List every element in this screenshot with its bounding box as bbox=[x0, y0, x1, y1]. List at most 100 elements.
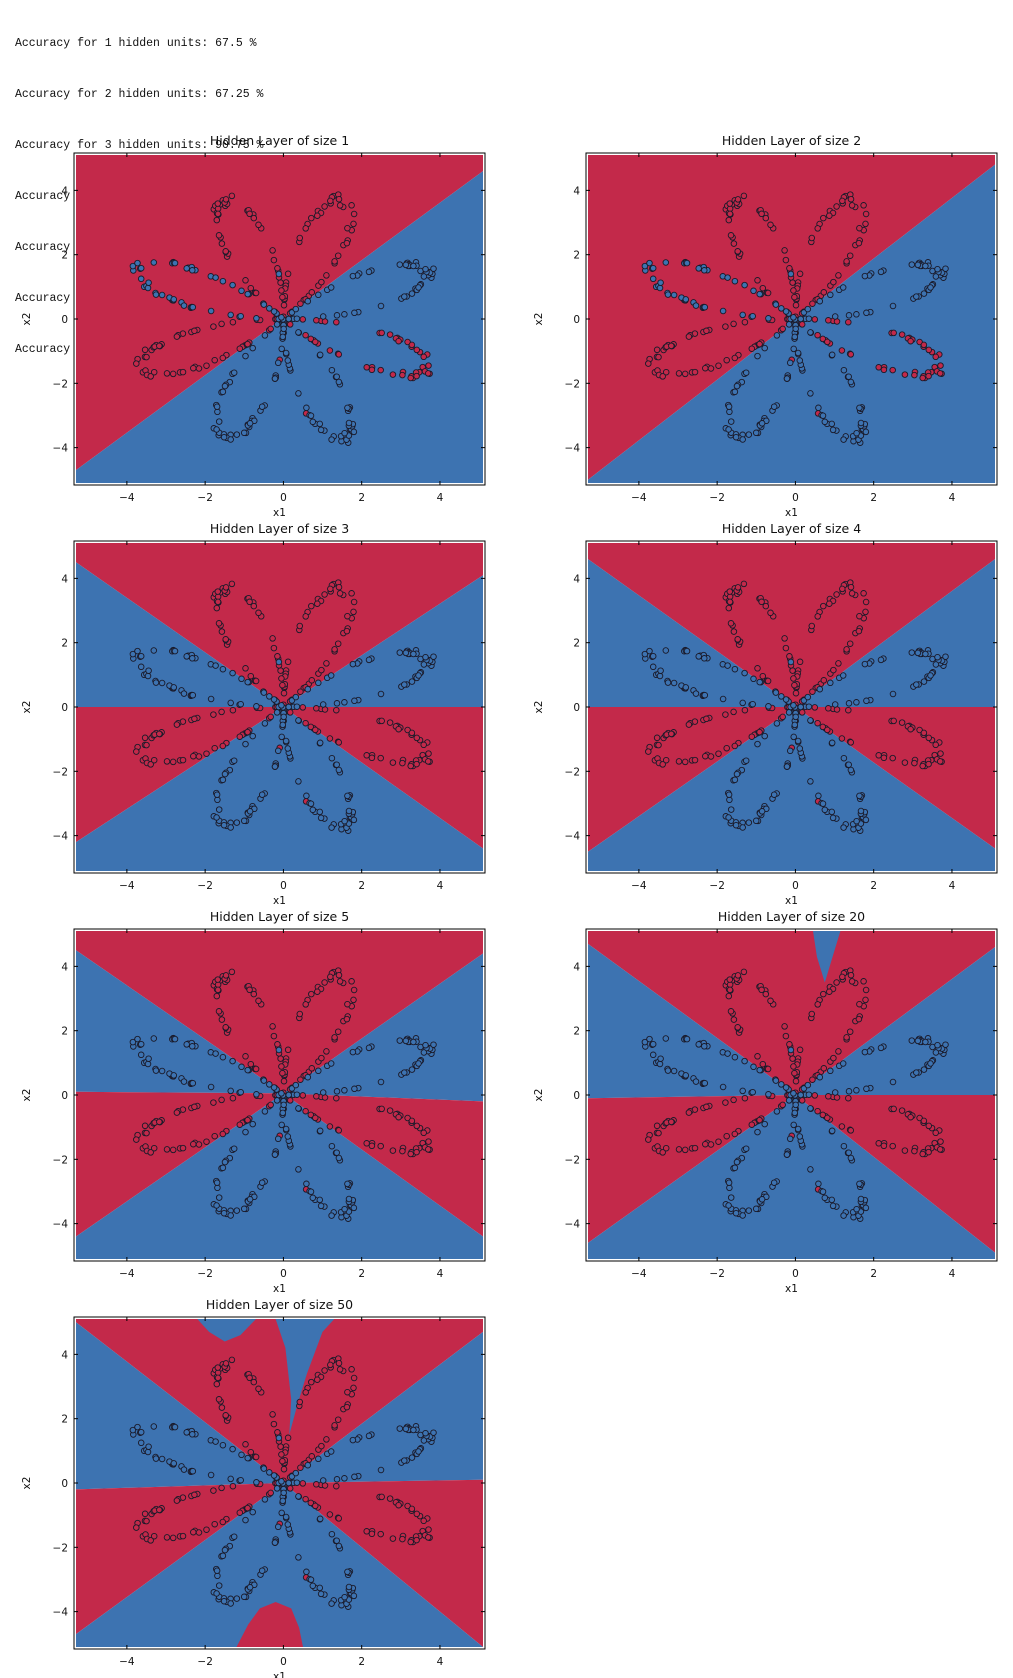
data-point bbox=[701, 1079, 709, 1087]
data-point bbox=[819, 1188, 827, 1195]
data-point bbox=[845, 700, 853, 707]
data-point bbox=[726, 598, 734, 606]
data-point bbox=[327, 973, 334, 981]
data-point bbox=[920, 1066, 928, 1073]
data-point bbox=[934, 653, 941, 661]
y-tick-label: −4 bbox=[565, 443, 581, 455]
data-point bbox=[413, 346, 421, 354]
data-point bbox=[847, 739, 855, 746]
data-point bbox=[749, 700, 756, 708]
data-point bbox=[415, 284, 422, 291]
data-point bbox=[303, 1568, 310, 1576]
data-point bbox=[925, 1148, 932, 1156]
data-point bbox=[295, 1105, 302, 1112]
data-point bbox=[134, 647, 141, 655]
data-point bbox=[408, 1505, 416, 1513]
data-point bbox=[171, 1423, 179, 1431]
data-point bbox=[343, 239, 351, 247]
y-tick-label: −2 bbox=[53, 1542, 68, 1554]
data-point bbox=[761, 344, 768, 352]
data-point bbox=[804, 305, 812, 313]
y-tick-label: 4 bbox=[573, 961, 580, 973]
data-point bbox=[203, 1526, 210, 1533]
data-point bbox=[147, 1149, 154, 1156]
data-point bbox=[936, 1146, 944, 1153]
data-point bbox=[695, 653, 702, 660]
data-point bbox=[821, 806, 829, 814]
data-point bbox=[719, 307, 727, 315]
data-point bbox=[150, 368, 158, 376]
data-point bbox=[314, 212, 321, 219]
data-point bbox=[758, 420, 766, 427]
data-point bbox=[890, 717, 897, 725]
data-point bbox=[335, 1127, 343, 1134]
data-point bbox=[862, 816, 870, 824]
data-point bbox=[309, 1194, 317, 1202]
data-point bbox=[727, 232, 735, 239]
data-point bbox=[715, 750, 722, 757]
data-point bbox=[349, 660, 357, 668]
data-point bbox=[252, 289, 260, 297]
data-point bbox=[410, 650, 417, 658]
y-tick-label: −4 bbox=[53, 831, 69, 843]
data-point bbox=[171, 647, 179, 655]
data-point bbox=[389, 1535, 397, 1542]
data-points bbox=[641, 579, 949, 834]
data-point bbox=[278, 1478, 285, 1485]
data-point bbox=[792, 689, 800, 697]
data-point bbox=[144, 1060, 152, 1068]
data-point bbox=[312, 726, 319, 734]
data-point bbox=[266, 693, 273, 700]
data-point bbox=[195, 1141, 203, 1148]
data-point bbox=[279, 293, 286, 301]
data-point bbox=[845, 1088, 853, 1095]
data-point bbox=[750, 675, 757, 683]
data-point bbox=[169, 1534, 177, 1542]
data-point bbox=[255, 1385, 262, 1393]
data-point bbox=[830, 666, 837, 674]
y-tick-label: 0 bbox=[573, 1090, 580, 1102]
data-point bbox=[326, 1511, 334, 1518]
data-point bbox=[133, 1524, 140, 1531]
data-point bbox=[646, 647, 653, 655]
data-point bbox=[237, 1088, 244, 1096]
data-point bbox=[315, 291, 322, 299]
data-point bbox=[794, 349, 802, 357]
data-point bbox=[726, 588, 734, 595]
data-point bbox=[725, 791, 733, 798]
data-point bbox=[808, 1010, 816, 1018]
data-point bbox=[662, 756, 670, 764]
data-point bbox=[855, 1015, 863, 1023]
data-point bbox=[143, 1517, 150, 1525]
data-point bbox=[740, 580, 748, 588]
data-point bbox=[395, 337, 402, 345]
data-point bbox=[401, 681, 408, 688]
data-point bbox=[190, 1140, 197, 1148]
data-point bbox=[183, 265, 190, 272]
data-point bbox=[649, 1051, 657, 1059]
data-point bbox=[313, 1481, 320, 1488]
data-point bbox=[819, 723, 827, 731]
data-point bbox=[413, 1536, 420, 1544]
data-point bbox=[255, 609, 262, 617]
data-point bbox=[656, 1060, 664, 1068]
data-point bbox=[691, 756, 699, 764]
data-point bbox=[925, 760, 932, 768]
data-point bbox=[927, 284, 934, 291]
data-point bbox=[183, 1041, 190, 1048]
data-points bbox=[641, 191, 949, 446]
data-point bbox=[425, 362, 432, 369]
data-point bbox=[845, 761, 852, 768]
data-point bbox=[260, 689, 268, 696]
data-point bbox=[242, 1441, 249, 1448]
data-point bbox=[293, 1479, 301, 1486]
data-point bbox=[279, 1457, 286, 1465]
data-point bbox=[222, 1024, 229, 1031]
data-point bbox=[247, 1060, 255, 1068]
data-point bbox=[762, 602, 770, 610]
data-point bbox=[724, 662, 731, 669]
data-point bbox=[861, 272, 869, 280]
data-point bbox=[191, 715, 198, 723]
data-point bbox=[336, 978, 344, 985]
